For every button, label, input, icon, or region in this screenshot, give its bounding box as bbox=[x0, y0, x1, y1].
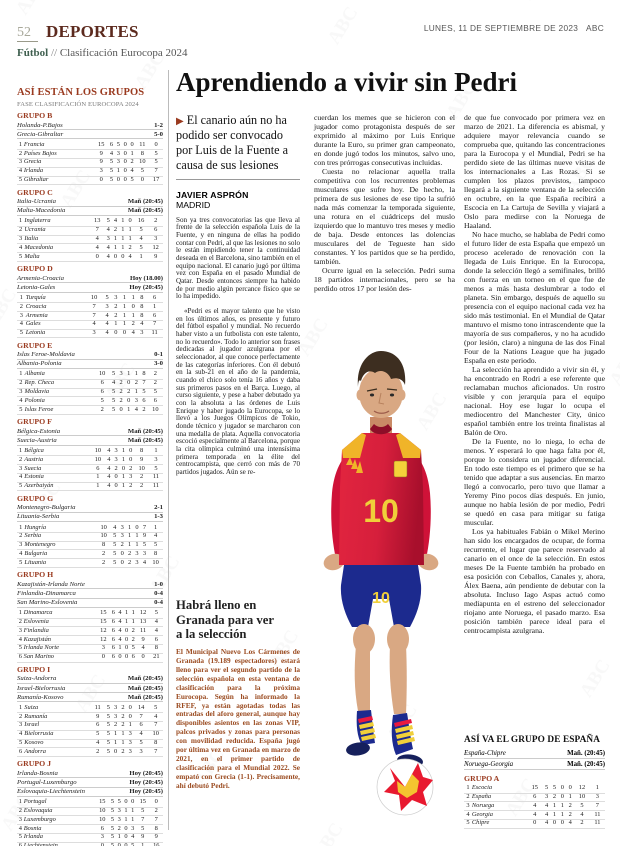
svg-text:10: 10 bbox=[363, 493, 399, 529]
svg-text:10: 10 bbox=[372, 590, 390, 607]
